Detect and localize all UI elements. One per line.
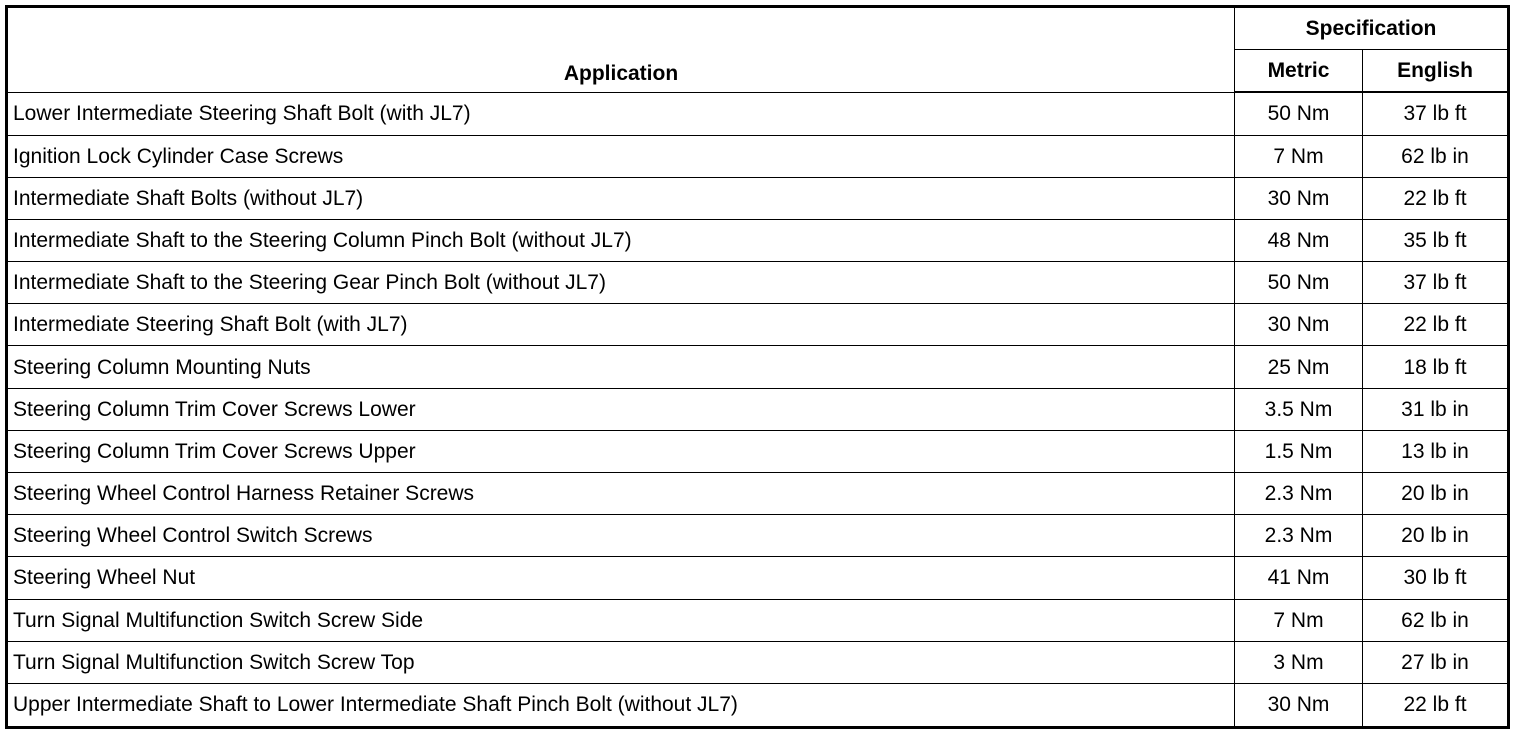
table-row: Intermediate Shaft to the Steering Gear … [6,261,1510,305]
application-cell: Ignition Lock Cylinder Case Screws [6,134,1235,178]
specification-header: Specification [1233,6,1510,50]
application-cell: Intermediate Steering Shaft Bolt (with J… [6,303,1235,347]
table-row: Turn Signal Multifunction Switch Screw T… [6,640,1510,684]
english-cell: 22 lb ft [1361,682,1510,729]
english-cell: 37 lb ft [1361,91,1510,136]
application-cell: Intermediate Shaft Bolts (without JL7) [6,176,1235,220]
table-row: Steering Column Trim Cover Screws Upper 1… [6,429,1510,474]
english-cell: 31 lb in [1361,387,1510,431]
table-row: Turn Signal Multifunction Switch Screw S… [6,598,1510,642]
table-row: Steering Column Mounting Nuts 25 Nm 18 lb … [6,345,1510,389]
metric-cell: 30 Nm [1234,682,1363,729]
metric-cell: 7 Nm [1234,598,1363,642]
english-cell: 20 lb in [1361,514,1510,558]
application-cell: Intermediate Shaft to the Steering Gear … [6,261,1235,305]
metric-cell: 30 Nm [1234,303,1363,347]
application-header: Application [6,6,1235,93]
english-cell: 18 lb ft [1361,345,1510,389]
english-cell: 22 lb ft [1361,303,1510,347]
table-row: Upper Intermediate Shaft to Lower Interm… [6,682,1510,729]
application-cell: Intermediate Shaft to the Steering Colum… [6,218,1235,263]
table-row: Steering Wheel Control Switch Screws 2.3 … [6,514,1510,558]
application-cell: Steering Column Trim Cover Screws Lower [6,387,1235,431]
metric-cell: 2.3 Nm [1234,471,1363,516]
table-row: Steering Column Trim Cover Screws Lower 3… [6,387,1510,431]
metric-cell: 3.5 Nm [1234,387,1363,431]
table-row: Intermediate Shaft Bolts (without JL7) 30… [6,176,1510,220]
application-cell: Steering Column Mounting Nuts [6,345,1235,389]
metric-cell: 2.3 Nm [1234,514,1363,558]
table-row: Steering Wheel Control Harness Retainer … [6,471,1510,516]
metric-cell: 3 Nm [1234,640,1363,684]
english-header: English [1361,49,1510,93]
metric-cell: 25 Nm [1234,345,1363,389]
english-cell: 37 lb ft [1361,261,1510,305]
application-cell: Steering Wheel Control Harness Retainer … [6,471,1235,516]
torque-specification-table: Application Specification Metric English… [5,5,1511,729]
english-cell: 27 lb in [1361,640,1510,684]
metric-cell: 50 Nm [1234,261,1363,305]
english-cell: 30 lb ft [1361,556,1510,600]
english-cell: 13 lb in [1361,429,1510,474]
application-cell: Steering Wheel Control Switch Screws [6,514,1235,558]
english-cell: 35 lb ft [1361,218,1510,263]
english-cell: 62 lb in [1361,598,1510,642]
english-cell: 20 lb in [1361,471,1510,516]
metric-cell: 50 Nm [1234,91,1363,136]
table-row: Lower Intermediate Steering Shaft Bolt (… [6,91,1510,136]
metric-cell: 1.5 Nm [1234,429,1363,474]
application-cell: Turn Signal Multifunction Switch Screw S… [6,598,1235,642]
table-row: Intermediate Steering Shaft Bolt (with J… [6,303,1510,347]
table-row: Intermediate Shaft to the Steering Colum… [6,218,1510,263]
metric-cell: 41 Nm [1234,556,1363,600]
metric-header: Metric [1234,49,1363,93]
application-cell: Steering Column Trim Cover Screws Upper [6,429,1235,474]
application-cell: Turn Signal Multifunction Switch Screw T… [6,640,1235,684]
table-row: Ignition Lock Cylinder Case Screws 7 Nm 62… [6,134,1510,178]
english-cell: 22 lb ft [1361,176,1510,220]
metric-cell: 30 Nm [1234,176,1363,220]
metric-cell: 48 Nm [1234,218,1363,263]
english-cell: 62 lb in [1361,134,1510,178]
application-cell: Steering Wheel Nut [6,556,1235,600]
application-cell: Upper Intermediate Shaft to Lower Interm… [6,682,1235,729]
metric-cell: 7 Nm [1234,134,1363,178]
table-row: Steering Wheel Nut 41 Nm 30 lb ft [6,556,1510,600]
application-cell: Lower Intermediate Steering Shaft Bolt (… [6,91,1235,136]
